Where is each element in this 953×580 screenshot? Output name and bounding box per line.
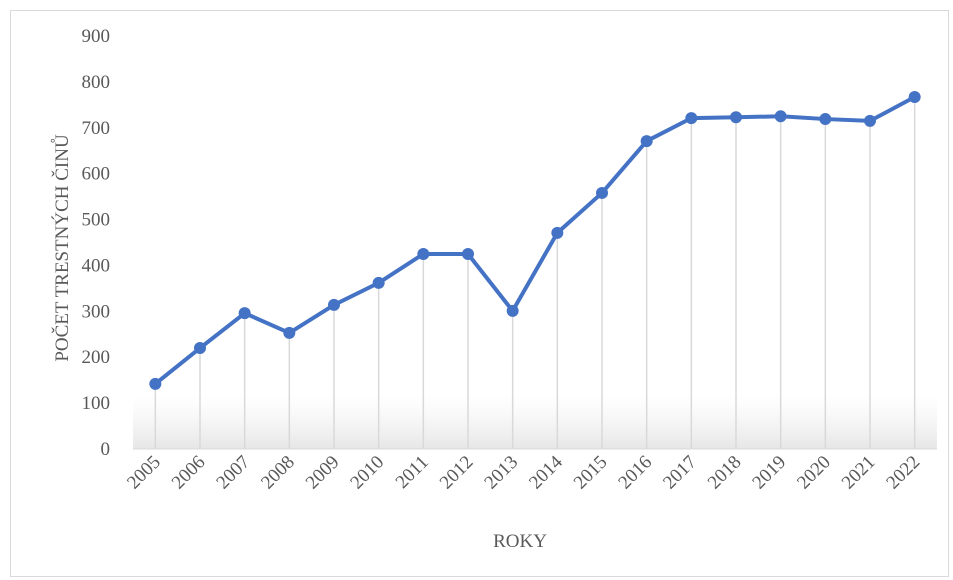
- y-tick-label: 700: [82, 118, 111, 139]
- y-tick-label: 500: [82, 210, 111, 231]
- y-tick-label: 900: [82, 26, 111, 47]
- marker: [908, 91, 921, 104]
- marker: [685, 112, 698, 125]
- marker: [283, 326, 296, 339]
- marker: [596, 186, 608, 199]
- marker: [462, 247, 474, 260]
- chart-border: [10, 10, 949, 577]
- marker: [506, 304, 519, 317]
- y-tick-label: 200: [82, 347, 111, 368]
- y-tick-label: 100: [82, 393, 111, 414]
- marker: [819, 113, 832, 126]
- marker: [328, 298, 340, 311]
- marker: [640, 135, 653, 148]
- line-series: [154, 95, 916, 386]
- marker: [864, 114, 876, 127]
- marker: [730, 111, 742, 124]
- y-tick-label: 400: [82, 255, 111, 276]
- y-tick-label: 600: [82, 164, 111, 185]
- marker: [149, 377, 162, 390]
- plot-shade: [133, 395, 937, 449]
- y-axis-title: POČET TRESTNÝCH ČINŮ: [51, 134, 73, 362]
- y-tick-label: 0: [101, 439, 111, 460]
- marker: [774, 110, 787, 123]
- marker: [238, 307, 251, 320]
- marker: [417, 247, 430, 260]
- marker: [372, 276, 385, 289]
- y-tick-label: 800: [82, 72, 111, 93]
- marker: [194, 342, 206, 355]
- x-axis-title: ROKY: [493, 531, 547, 552]
- marker: [551, 226, 564, 239]
- y-tick-label: 300: [82, 301, 111, 322]
